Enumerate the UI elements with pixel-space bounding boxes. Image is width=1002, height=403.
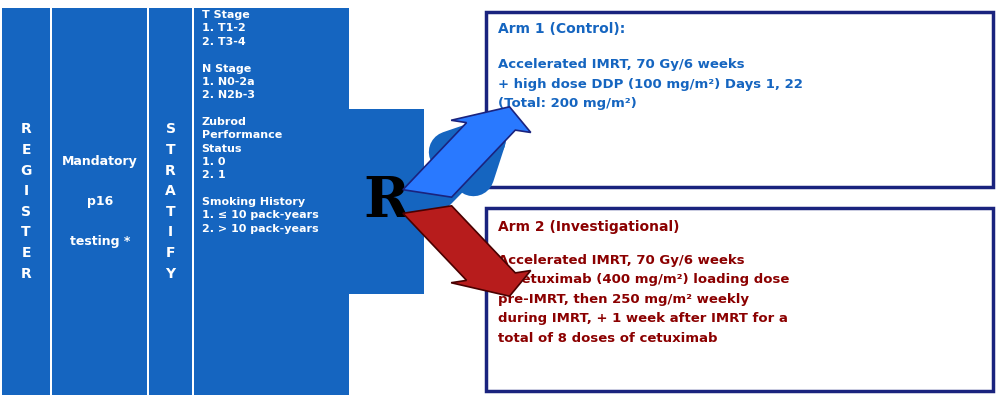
Text: S
T
R
A
T
I
F
Y: S T R A T I F Y [165,123,175,280]
Text: T Stage
1. T1-2
2. T3-4

N Stage
1. N0-2a
2. N2b-3

Zubrod
Performance
Status
1.: T Stage 1. T1-2 2. T3-4 N Stage 1. N0-2a… [201,10,318,234]
Text: Accelerated IMRT, 70 Gy/6 weeks
+ high dose DDP (100 mg/m²) Days 1, 22
(Total: 2: Accelerated IMRT, 70 Gy/6 weeks + high d… [498,58,803,110]
Text: Mandatory

p16

testing *: Mandatory p16 testing * [62,155,137,248]
FancyArrow shape [403,107,530,197]
Text: R
E
G
I
S
T
E
R: R E G I S T E R [20,123,32,280]
FancyArrow shape [403,206,530,296]
Bar [193,8,349,395]
Text: R: R [363,174,410,229]
FancyBboxPatch shape [486,208,992,391]
Text: Arm 2 (Investigational): Arm 2 (Investigational) [498,220,679,234]
Bar [349,109,424,294]
Text: Accelerated IMRT, 70 Gy/6 weeks
+ cetuximab (400 mg/m²) loading dose
pre-IMRT, t: Accelerated IMRT, 70 Gy/6 weeks + cetuxi… [498,254,790,345]
Text: Arm 1 (Control):: Arm 1 (Control): [498,22,625,36]
Bar [149,8,191,395]
FancyBboxPatch shape [486,12,992,187]
Bar [2,8,50,395]
Bar [52,8,147,395]
